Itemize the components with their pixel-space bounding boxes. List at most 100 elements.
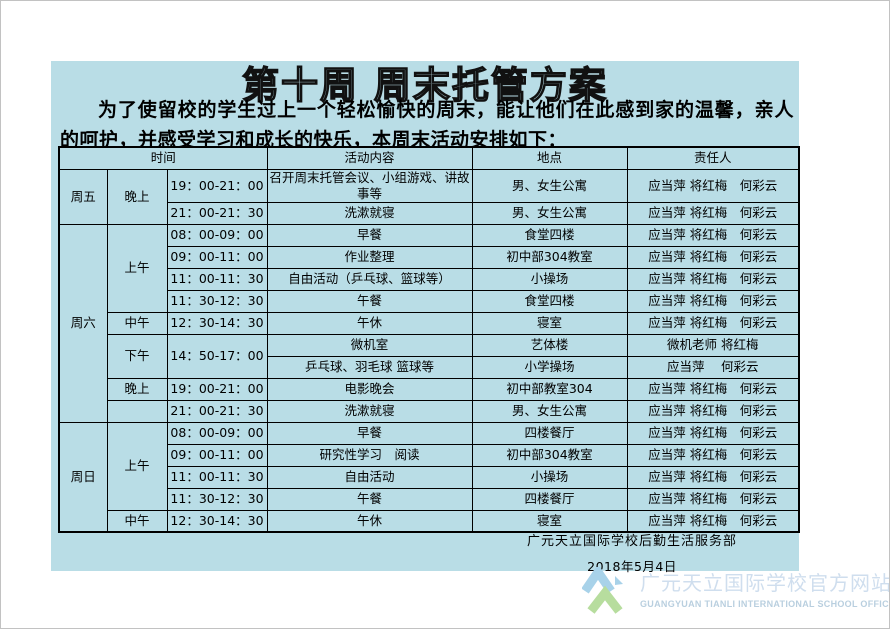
cell-time: 21：00-21：30: [166, 201, 268, 225]
cell-location: 男、女生公寓: [471, 168, 628, 203]
table-row: 晚上 19：00-21：00 电影晚会 初中部教室304 应当萍 将红梅 何彩云: [59, 377, 800, 401]
cell-day: 周六: [58, 223, 108, 423]
schedule-table: 时间 活动内容 地点 责任人 周五 晚上 19：00-21：00 召开周末托管会…: [58, 146, 800, 533]
table-row: 周日 上午 08：00-09：00 早餐 四楼餐厅 应当萍 将红梅 何彩云: [58, 421, 800, 533]
cell-time: 21：00-21：30: [166, 399, 268, 423]
table-row: 周六 上午 08：00-09：00 早餐 食堂四楼 应当萍 将红梅 何彩云: [58, 223, 800, 423]
cell-responsible: 应当萍 将红梅 何彩云: [626, 223, 800, 247]
cell-time: 12：30-14：30: [166, 509, 268, 533]
cell-responsible: 应当萍 将红梅 何彩云: [626, 168, 800, 203]
page-title: 第十周 周末托管方案: [241, 63, 608, 107]
table-row: 11：00-11：30 自由活动 小操场 应当萍 将红梅 何彩云: [59, 465, 800, 489]
table-row: 周五 晚上 19：00-21：00 召开周末托管会议、小组游戏、讲故事等 男、女…: [58, 168, 800, 225]
cell-responsible: 应当萍 将红梅 何彩云: [626, 399, 800, 423]
table-row: 11：30-12：30 午餐 四楼餐厅 应当萍 将红梅 何彩云: [59, 487, 800, 511]
table-header-row: 时间 活动内容 地点 责任人: [58, 146, 800, 170]
header-activity: 活动内容: [266, 146, 473, 170]
cell-time: 09：00-11：00: [166, 245, 268, 269]
table-row: 21：00-21：30 洗漱就寝 男、女生公寓 应当萍 将红梅 何彩云: [59, 201, 800, 225]
cell-activity: 早餐: [266, 223, 473, 247]
cell-location: 寝室: [471, 311, 628, 335]
cell-activity: 作业整理: [266, 245, 473, 269]
cell-activity: 召开周末托管会议、小组游戏、讲故事等: [266, 168, 473, 203]
cell-activity: 早餐: [266, 421, 473, 445]
cell-location: 初中部教室304: [471, 377, 628, 401]
cell-period: 中午: [106, 509, 168, 533]
cell-period: 晚上: [106, 168, 168, 225]
cell-responsible: 应当萍 将红梅 何彩云: [626, 465, 800, 489]
table-row: 乒乓球、羽毛球 篮球等 小学操场 应当萍 何彩云: [59, 355, 800, 379]
cell-location: 四楼餐厅: [471, 487, 628, 511]
footer-signature: 广元天立国际学校后勤生活服务部 2018年5月4日: [382, 530, 882, 575]
header-location: 地点: [471, 146, 628, 170]
cell-location: 小操场: [471, 267, 628, 291]
cell-time: 11：00-11：30: [166, 465, 268, 489]
cell-responsible: 应当萍 将红梅 何彩云: [626, 201, 800, 225]
cell-period: [106, 399, 168, 423]
table-row: 11：00-11：30 自由活动（乒乓球、篮球等） 小操场 应当萍 将红梅 何彩…: [59, 267, 800, 291]
watermark-chinese-text: 广元天立国际学校官方网站: [640, 571, 890, 595]
cell-activity: 午餐: [266, 289, 473, 313]
footer-date: 2018年5月4日: [587, 559, 677, 574]
cell-responsible: 应当萍 将红梅 何彩云: [626, 421, 800, 445]
watermark-text-block: 广元天立国际学校官方网站 GUANGYUAN TIANLI INTERNATIO…: [640, 567, 890, 609]
cell-responsible: 应当萍 将红梅 何彩云: [626, 267, 800, 291]
cell-location: 男、女生公寓: [471, 201, 628, 225]
cell-activity: 自由活动: [266, 465, 473, 489]
table-row: 11：30-12：30 午餐 食堂四楼 应当萍 将红梅 何彩云: [59, 289, 800, 313]
schedule-panel: 第十周 周末托管方案 为了使留校的学生过上一个轻松愉快的周末，能让他们在此感到家…: [51, 61, 800, 574]
cell-time: 12：30-14：30: [166, 311, 268, 335]
cell-activity: 自由活动（乒乓球、篮球等）: [266, 267, 473, 291]
table-row: 21：00-21：30 洗漱就寝 男、女生公寓 应当萍 将红梅 何彩云: [59, 399, 800, 423]
footer-organization: 广元天立国际学校后勤生活服务部: [526, 534, 737, 549]
cell-location: 小学操场: [471, 355, 628, 379]
cell-time: 11：00-11：30: [166, 267, 268, 291]
cell-activity: 洗漱就寝: [266, 201, 473, 225]
cell-period: 上午: [106, 421, 168, 511]
cell-activity: 研究性学习 阅读: [266, 443, 473, 467]
cell-activity: 洗漱就寝: [266, 399, 473, 423]
cell-activity: 午休: [266, 311, 473, 335]
cell-time: 19：00-21：00: [166, 168, 268, 203]
cell-activity: 乒乓球、羽毛球 篮球等: [266, 355, 473, 379]
cell-responsible: 应当萍 何彩云: [626, 355, 800, 379]
cell-responsible: 应当萍 将红梅 何彩云: [626, 443, 800, 467]
header-responsible: 责任人: [626, 146, 800, 170]
watermark-english-text: GUANGYUAN TIANLI INTERNATIONAL SCHOOL OF…: [640, 599, 889, 609]
cell-responsible: 应当萍 将红梅 何彩云: [626, 289, 800, 313]
cell-location: 寝室: [471, 509, 628, 533]
cell-period: 中午: [106, 311, 168, 335]
cell-activity: 微机室: [266, 333, 473, 357]
cell-location: 食堂四楼: [471, 223, 628, 247]
cell-period: 晚上: [106, 377, 168, 401]
cell-location: 初中部304教室: [471, 443, 628, 467]
cell-responsible: 应当萍 将红梅 何彩云: [626, 245, 800, 269]
tianli-school-logo-icon: [581, 564, 630, 625]
cell-time: 11：30-12：30: [166, 487, 268, 511]
cell-location: 艺体楼: [471, 333, 628, 357]
cell-responsible: 微机老师 将红梅: [626, 333, 800, 357]
table-row: 09：00-11：00 研究性学习 阅读 初中部304教室 应当萍 将红梅 何彩…: [59, 443, 800, 467]
cell-period: 下午: [106, 333, 168, 379]
cell-activity: 电影晚会: [266, 377, 473, 401]
header-time: 时间: [58, 146, 268, 170]
table-row: 中午 12：30-14：30 午休 寝室 应当萍 将红梅 何彩云: [59, 311, 800, 335]
cell-location: 四楼餐厅: [471, 421, 628, 445]
intro-paragraph: 为了使留校的学生过上一个轻松愉快的周末，能让他们在此感到家的温馨，亲人的呵护，并…: [60, 99, 794, 151]
cell-location: 初中部304教室: [471, 245, 628, 269]
cell-period: 上午: [106, 223, 168, 313]
table-row: 09：00-11：00 作业整理 初中部304教室 应当萍 将红梅 何彩云: [59, 245, 800, 269]
cell-time: 08：00-09：00: [166, 421, 268, 445]
cell-responsible: 应当萍 将红梅 何彩云: [626, 487, 800, 511]
cell-time: 09：00-11：00: [166, 443, 268, 467]
cell-activity: 午餐: [266, 487, 473, 511]
cell-time: 14：50-17：00: [166, 333, 268, 379]
cell-responsible: 应当萍 将红梅 何彩云: [626, 377, 800, 401]
site-watermark: 广元天立国际学校官方网站 GUANGYUAN TIANLI INTERNATIO…: [581, 564, 890, 625]
cell-responsible: 应当萍 将红梅 何彩云: [626, 311, 800, 335]
cell-time: 08：00-09：00: [166, 223, 268, 247]
cell-location: 小操场: [471, 465, 628, 489]
cell-location: 男、女生公寓: [471, 399, 628, 423]
cell-responsible: 应当萍 将红梅 何彩云: [626, 509, 800, 533]
